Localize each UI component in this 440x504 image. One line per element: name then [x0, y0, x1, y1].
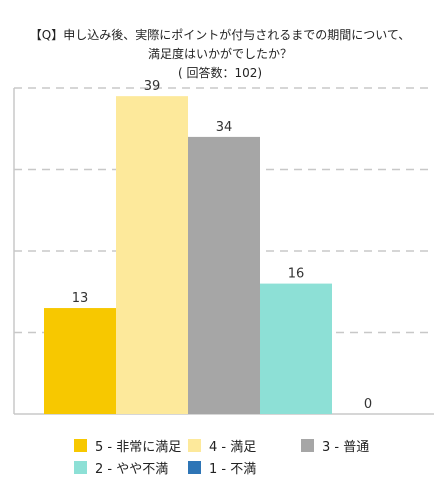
- legend-label-1: 1 - 不満: [209, 462, 257, 477]
- bar-3: [188, 136, 260, 414]
- chart-title: 【Q】申し込み後、実際にポイントが付与されるまでの期間について、 満足度はいかが…: [0, 26, 440, 83]
- bar-label-4: 16: [288, 267, 305, 282]
- legend-swatch-1: [188, 461, 201, 474]
- legend-item-5: 5 - 非常に満足: [74, 436, 181, 455]
- legend-item-1: 1 - 不満: [188, 458, 256, 477]
- chart-title-line-3: ( 回答数：102): [177, 66, 263, 80]
- legend-swatch-3: [301, 439, 314, 452]
- legend-item-2: 2 - やや不満: [74, 458, 168, 477]
- bar-label-3: 34: [216, 120, 233, 135]
- legend-swatch-2: [74, 461, 87, 474]
- chart-title-line-1: 【Q】申し込み後、実際にポイントが付与されるまでの期間について、: [29, 28, 411, 42]
- legend-label-5: 5 - 非常に満足: [95, 440, 182, 455]
- data-labels: 13 39 34 16 0: [72, 79, 372, 412]
- legend-item-3: 3 - 普通: [301, 436, 369, 455]
- legend-item-4: 4 - 満足: [188, 436, 256, 455]
- legend-label-2: 2 - やや不満: [95, 462, 169, 477]
- legend-swatch-4: [188, 439, 201, 452]
- legend-label-4: 4 - 満足: [209, 440, 257, 455]
- legend-swatch-5: [74, 439, 87, 452]
- bar-label-1: 13: [72, 291, 89, 306]
- bar-4: [260, 283, 332, 414]
- bar-label-2: 39: [144, 79, 161, 94]
- bars: [44, 96, 332, 415]
- bar-chart: 13 39 34 16 0: [13, 79, 434, 415]
- bar-1: [44, 308, 116, 414]
- bar-2: [116, 96, 188, 415]
- bar-label-5: 0: [364, 397, 372, 412]
- legend-label-3: 3 - 普通: [322, 440, 370, 455]
- chart-title-line-2: 満足度はいかがでしたか？: [147, 47, 292, 61]
